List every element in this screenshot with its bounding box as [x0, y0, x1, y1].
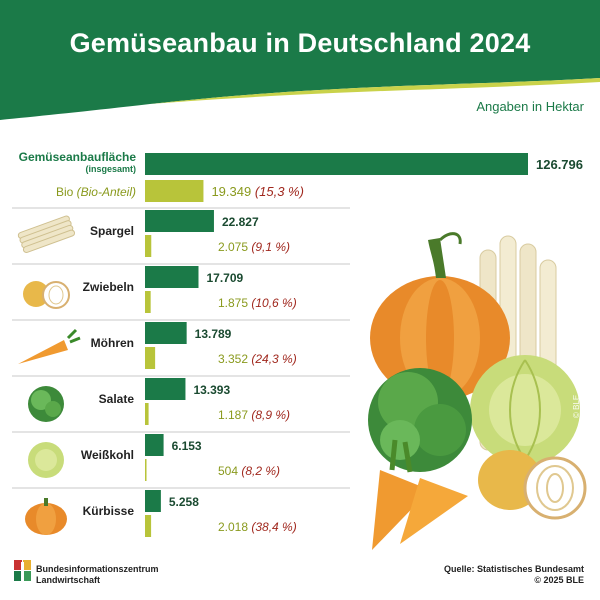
bio-label: Bio (Bio-Anteil)	[56, 185, 136, 199]
copyright-text: © 2025 BLE	[534, 575, 584, 585]
value-total: 13.789	[195, 327, 232, 341]
bio-sublabel: (Bio-Anteil)	[77, 185, 136, 199]
bio-value: 19.349	[211, 184, 254, 199]
value-bio-number: 504	[218, 464, 241, 478]
bar-bio-summary	[145, 180, 204, 202]
bio-label-main: Bio	[56, 185, 77, 199]
value-bio-share: (9,1 %)	[251, 240, 290, 254]
asparagus-icon	[17, 215, 76, 254]
bar-bio	[145, 403, 149, 425]
bar-total	[145, 266, 199, 288]
bar-bio	[145, 459, 147, 481]
value-bio: 2.075 (9,1 %)	[218, 240, 290, 254]
source-text: Quelle: Statistisches Bundesamt	[443, 564, 584, 574]
value-bio-number: 2.075	[218, 240, 251, 254]
cabbage-icon	[28, 442, 64, 478]
value-total: 13.393	[193, 383, 230, 397]
value-bio: 2.018 (38,4 %)	[218, 520, 297, 534]
bar-total	[145, 322, 187, 344]
carrot-icon	[18, 328, 81, 364]
carrots-large-icon	[372, 439, 468, 550]
category-label: Zwiebeln	[83, 280, 134, 294]
value-bio-share: (24,3 %)	[251, 352, 296, 366]
onion-large-icon	[478, 450, 587, 520]
bar-total	[145, 490, 161, 512]
chart-title: Gemüseanbau in Deutschland 2024	[69, 28, 531, 58]
summary-sublabel: (insgesamt)	[85, 164, 136, 174]
logo-square-red	[14, 560, 22, 570]
logo-line-1: Bundesinformationszentrum	[36, 564, 159, 574]
source-block: Quelle: Statistisches Bundesamt © 2025 B…	[444, 564, 584, 586]
header-band: Gemüseanbau in Deutschland 2024	[0, 0, 600, 120]
logo-square-green	[14, 571, 22, 581]
vegetable-illustration	[368, 232, 587, 550]
value-total: 22.827	[222, 215, 259, 229]
value-bio-share: (38,4 %)	[251, 520, 296, 534]
value-bio: 1.875 (10,6 %)	[218, 296, 297, 310]
value-bio-share: (8,9 %)	[251, 408, 290, 422]
logo-stem	[21, 562, 24, 584]
bar-total-summary	[145, 153, 528, 175]
onion-icon	[23, 281, 70, 309]
value-total-summary: 126.796	[536, 157, 583, 172]
value-total: 6.153	[172, 439, 202, 453]
pumpkin-large-icon	[370, 232, 510, 400]
category-label: Weißkohl	[81, 448, 134, 462]
value-bio-number: 2.018	[218, 520, 251, 534]
lettuce-icon	[28, 386, 64, 422]
chart-marks: Gemüseanbaufläche(insgesamt) 126.796 Bio (…	[12, 150, 583, 537]
pumpkin-icon	[25, 498, 67, 535]
logo-square-green2	[23, 571, 31, 581]
logo-line-2: Landwirtschaft	[36, 575, 101, 585]
bar-bio	[145, 235, 152, 257]
category-label: Kürbisse	[83, 504, 135, 518]
logo-text: Bundesinformationszentrum Landwirtschaft	[36, 564, 159, 586]
bar-total	[145, 378, 186, 400]
category-label: Möhren	[91, 336, 134, 350]
value-bio-share: (10,6 %)	[251, 296, 296, 310]
value-bio: 1.187 (8,9 %)	[218, 408, 290, 422]
cabbage-large-icon	[470, 355, 580, 465]
bar-chart: Gemüseanbaufläche(insgesamt) 126.796 Bio (…	[12, 150, 587, 550]
value-bio-number: 1.875	[218, 296, 251, 310]
value-bio-number: 1.187	[218, 408, 251, 422]
lettuce-large-icon	[368, 368, 472, 472]
ble-logo	[14, 560, 31, 584]
value-bio-number: 3.352	[218, 352, 251, 366]
image-credit: © BLE	[572, 394, 581, 418]
bar-total	[145, 210, 214, 232]
bio-share: (15,3 %)	[255, 184, 304, 199]
value-bio-share: (8,2 %)	[241, 464, 280, 478]
bar-total	[145, 434, 164, 456]
bar-bio	[145, 291, 151, 313]
summary-label: Gemüseanbaufläche	[19, 150, 137, 164]
value-total: 17.709	[206, 271, 243, 285]
unit-label: Angaben in Hektar	[476, 99, 584, 114]
category-label: Salate	[99, 392, 135, 406]
header-background	[0, 0, 600, 120]
category-label: Spargel	[90, 224, 134, 238]
value-bio-summary: 19.349 (15,3 %)	[211, 184, 304, 199]
value-bio: 3.352 (24,3 %)	[218, 352, 297, 366]
bar-bio	[145, 515, 152, 537]
bar-bio	[145, 347, 156, 369]
value-bio: 504 (8,2 %)	[218, 464, 280, 478]
value-total: 5.258	[169, 495, 199, 509]
logo-square-yellow	[23, 560, 31, 570]
